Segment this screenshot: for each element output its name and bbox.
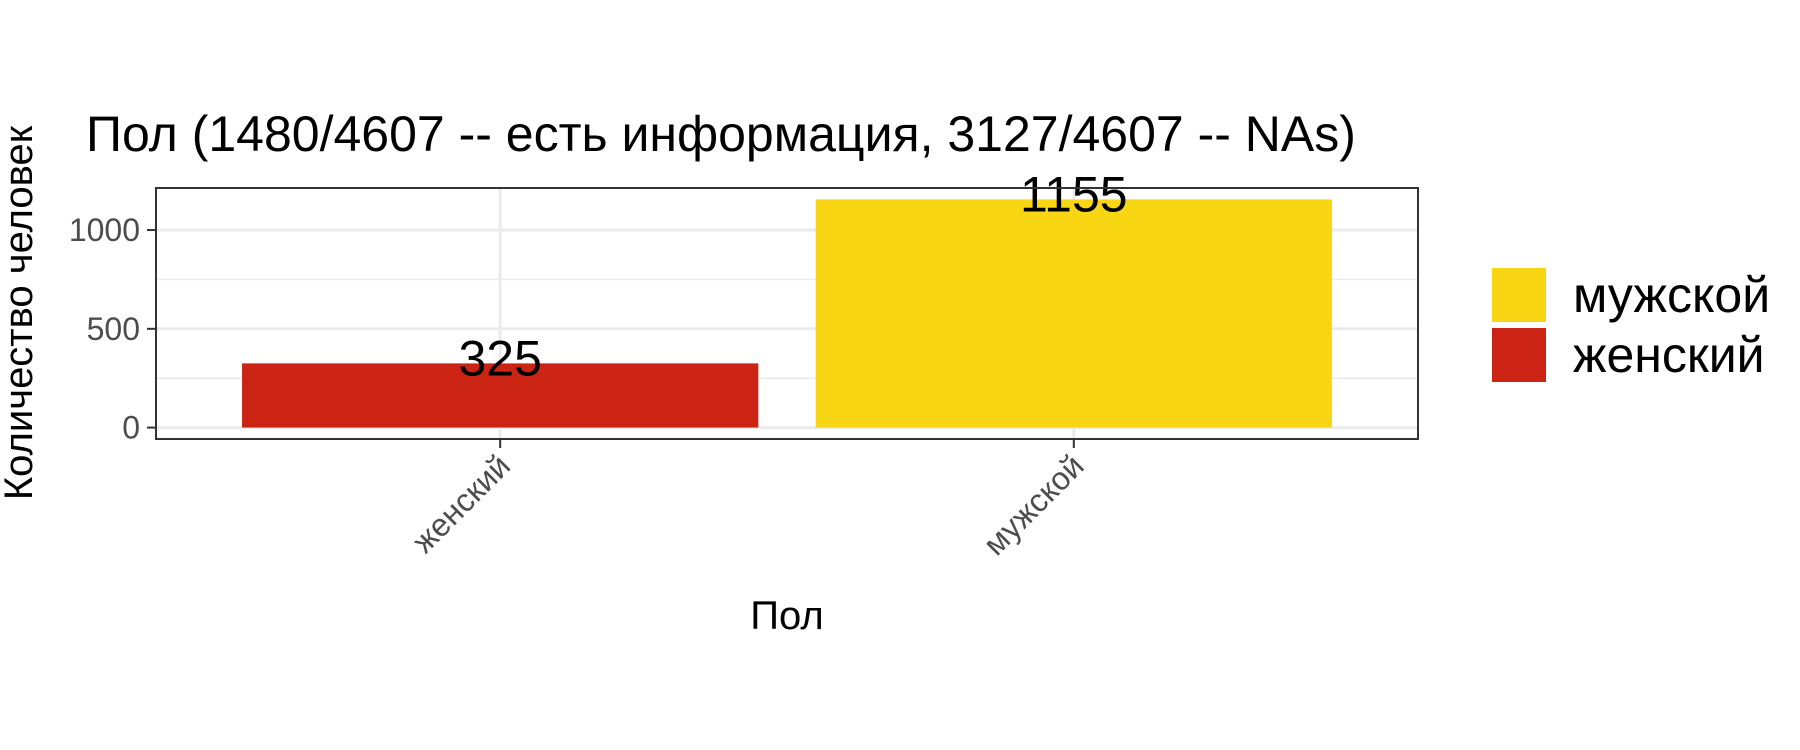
data-label: 1155: [1020, 166, 1128, 222]
legend-label: мужской: [1573, 267, 1770, 323]
legend-swatch: [1492, 328, 1546, 382]
bar: [242, 363, 759, 428]
y-tick-label: 0: [122, 410, 140, 446]
y-tick-label: 1000: [69, 212, 140, 248]
bars: [242, 199, 1332, 428]
data-labels: 325 1155: [458, 166, 1127, 386]
bar: [815, 199, 1332, 428]
x-tick-label: женский: [405, 447, 517, 559]
y-axis-title: Количество человек: [0, 125, 41, 500]
data-label: 325: [458, 330, 541, 386]
y-tick-label: 500: [87, 311, 140, 347]
plot-border: [155, 187, 1419, 440]
chart-title: Пол (1480/4607 -- есть информация, 3127/…: [86, 106, 1356, 162]
legend-swatch: [1492, 268, 1546, 322]
legend-label: женский: [1573, 327, 1765, 383]
x-tick-label: мужской: [976, 447, 1091, 562]
x-axis-title: Пол: [750, 594, 823, 638]
plot-area: 325 1155: [155, 166, 1419, 440]
